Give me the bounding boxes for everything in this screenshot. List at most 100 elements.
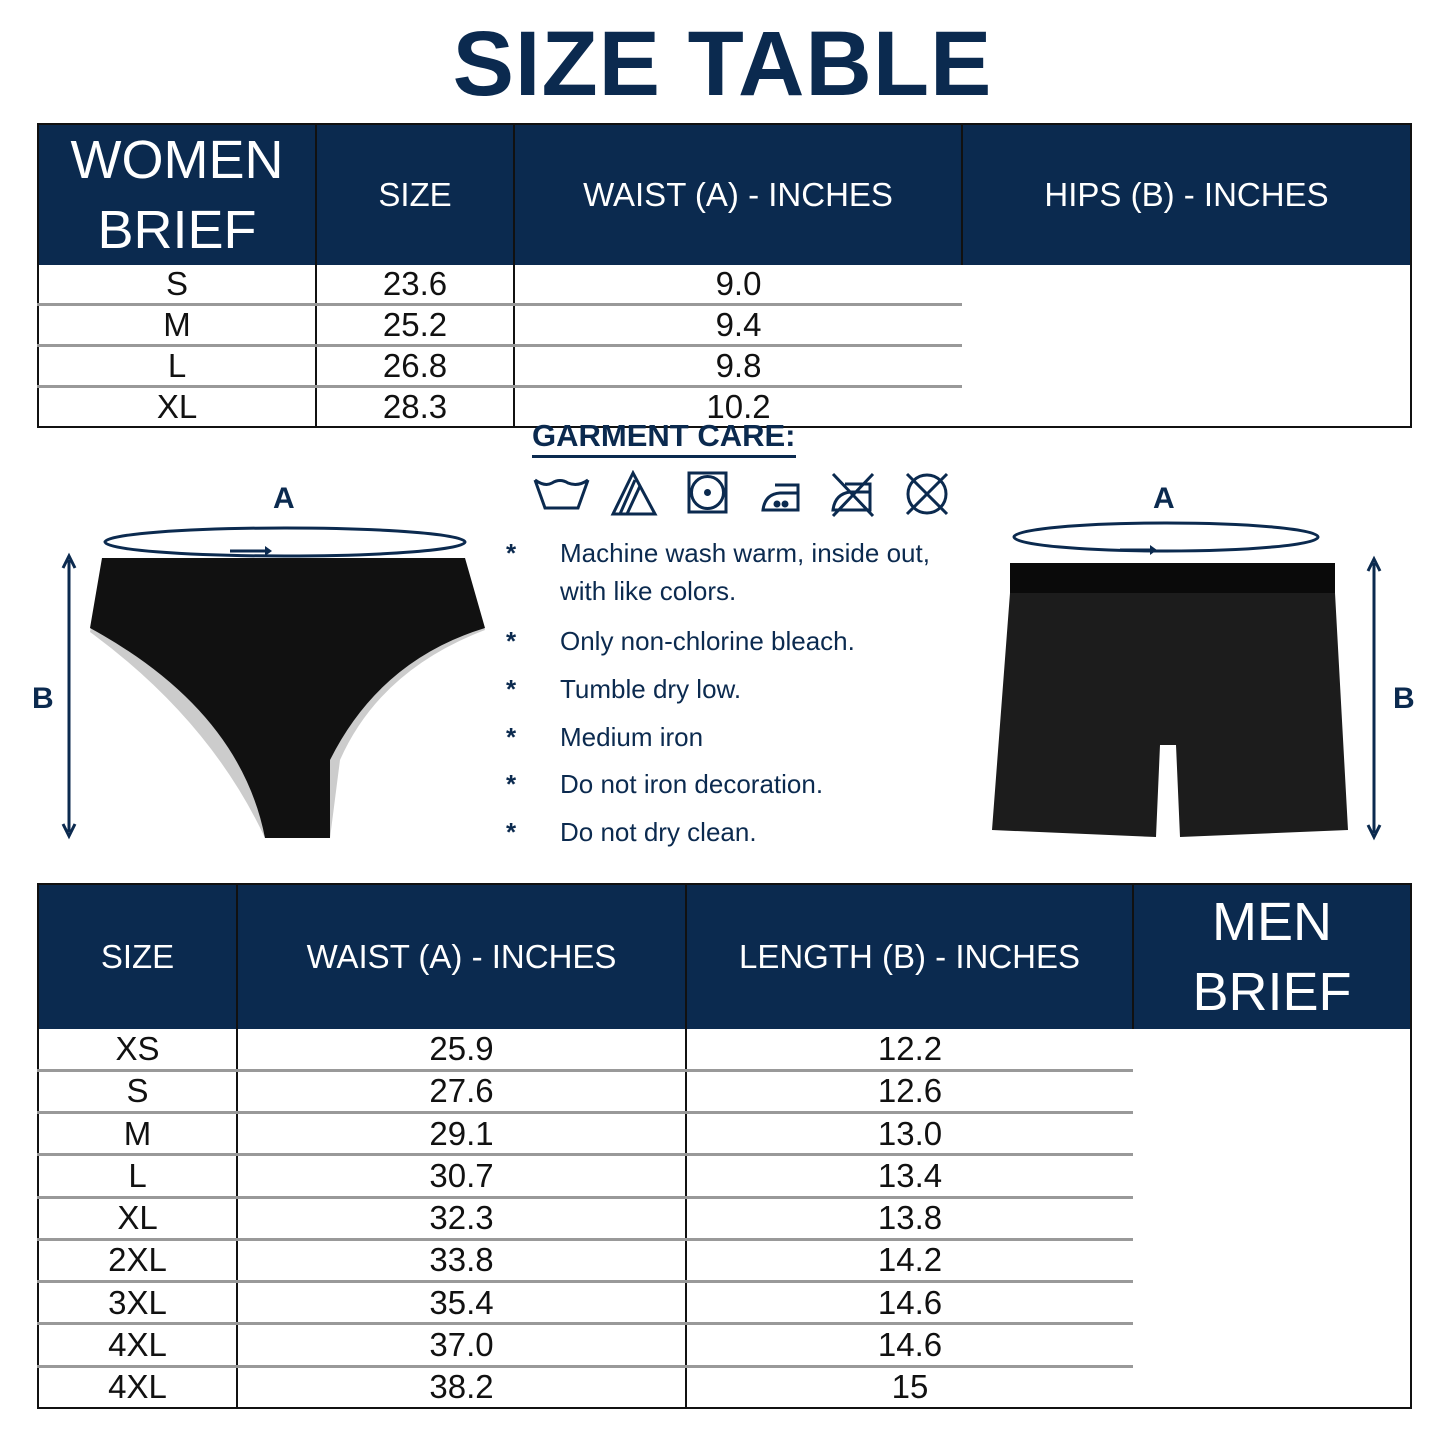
non-chlorine-bleach-icon xyxy=(610,470,658,516)
care-text: Tumble dry low. xyxy=(560,674,742,704)
third-cell: 15 xyxy=(685,1364,1133,1408)
medium-iron-icon xyxy=(761,483,800,512)
label-line: BRIEF xyxy=(97,200,257,260)
bullet-icon: * xyxy=(506,722,517,752)
women-size-table: WOMEN BRIEF SIZE WAIST (A) - INCHES HIPS … xyxy=(37,123,1412,428)
do-not-dry-clean-icon xyxy=(905,472,949,516)
wash-warm-icon xyxy=(533,478,590,510)
waist-cell: 28.3 xyxy=(315,385,514,427)
third-cell: 14.6 xyxy=(685,1322,1133,1367)
table-row: 3XL 35.4 14.6 xyxy=(38,1280,1411,1324)
care-instruction: * Tumble dry low. xyxy=(506,670,963,708)
third-cell: 9.4 xyxy=(513,303,962,346)
care-text: Machine wash warm, inside out, with like… xyxy=(560,538,930,606)
table-row: 4XL 38.2 15 xyxy=(38,1364,1411,1408)
care-instruction: * Medium iron xyxy=(506,718,963,756)
bullet-icon: * xyxy=(506,538,517,568)
third-cell: 13.0 xyxy=(685,1110,1133,1155)
third-cell: 14.2 xyxy=(685,1237,1133,1282)
third-cell: 12.2 xyxy=(685,1029,1133,1071)
waist-cell: 32.3 xyxy=(236,1195,686,1240)
bullet-icon: * xyxy=(506,817,517,847)
men-brief-label: MEN BRIEF xyxy=(1132,884,1411,1030)
do-not-iron-icon xyxy=(831,472,875,518)
men-brief-image xyxy=(992,593,1348,837)
table-row: XS 25.9 12.2 xyxy=(38,1029,1411,1071)
size-cell: L xyxy=(37,344,316,387)
waist-measure-ring xyxy=(103,526,467,558)
size-cell: 3XL xyxy=(38,1280,237,1324)
table-row: L 30.7 13.4 xyxy=(38,1153,1411,1198)
waist-cell: 38.2 xyxy=(236,1364,686,1408)
size-cell: XL xyxy=(37,385,316,427)
waist-cell: 37.0 xyxy=(236,1322,686,1367)
third-cell: 14.6 xyxy=(685,1280,1133,1324)
tumble-dry-low-icon xyxy=(687,471,728,514)
waist-cell: 25.9 xyxy=(236,1029,686,1071)
waist-cell: 26.8 xyxy=(315,344,514,387)
care-icons xyxy=(533,470,949,518)
care-instruction: * Machine wash warm, inside out, with lik… xyxy=(506,534,963,610)
care-instruction: * Only non-chlorine bleach. xyxy=(506,622,963,660)
care-text: Medium iron xyxy=(560,722,704,752)
waist-letter-men: A xyxy=(1153,482,1175,515)
table-row: S 23.6 9.0 xyxy=(37,265,1411,305)
care-instruction: * Do not dry clean. xyxy=(506,813,963,851)
size-cell: 4XL xyxy=(38,1364,237,1408)
waist-measure-ring xyxy=(1012,521,1320,553)
men-brief-waistband xyxy=(1010,563,1335,593)
size-cell: 2XL xyxy=(38,1237,237,1282)
bullet-icon: * xyxy=(506,626,517,656)
women-brief-diagram xyxy=(61,526,485,840)
size-cell: L xyxy=(38,1153,237,1198)
header-size: SIZE xyxy=(38,884,237,1030)
table-row: XL 32.3 13.8 xyxy=(38,1195,1411,1240)
length-letter-women: B xyxy=(32,682,54,715)
care-text: Do not iron decoration. xyxy=(560,769,824,799)
header-size: SIZE xyxy=(315,124,514,265)
garment-care-title: GARMENT CARE: xyxy=(532,418,796,458)
header-waist: WAIST (A) - INCHES xyxy=(236,884,686,1030)
header-hips: HIPS (B) - INCHES xyxy=(961,124,1411,265)
waist-letter-women: A xyxy=(273,482,295,515)
label-line: BRIEF xyxy=(1192,962,1352,1023)
waist-cell: 27.6 xyxy=(236,1068,686,1113)
table-row: S 27.6 12.6 xyxy=(38,1068,1411,1113)
care-text: Do not dry clean. xyxy=(560,817,757,847)
header-length: LENGTH (B) - INCHES xyxy=(685,884,1133,1030)
size-cell: S xyxy=(38,1068,237,1113)
size-cell: XS xyxy=(115,1030,160,1068)
size-cell: M xyxy=(37,303,316,346)
length-letter-men: B xyxy=(1393,682,1415,715)
waist-cell: 25.2 xyxy=(315,303,514,346)
table-row: M 25.2 9.4 xyxy=(37,303,1411,346)
table-row: L 26.8 9.8 xyxy=(37,344,1411,387)
care-text: Only non-chlorine bleach. xyxy=(560,626,855,656)
care-instruction: * Do not iron decoration. xyxy=(506,765,963,803)
length-arrow-icon xyxy=(61,552,77,840)
page-title: SIZE TABLE xyxy=(452,13,993,115)
women-brief-image xyxy=(90,558,485,838)
men-brief-diagram xyxy=(992,521,1382,841)
third-cell: 9.8 xyxy=(513,344,962,387)
waist-cell: 35.4 xyxy=(236,1280,686,1324)
size-cell: 4XL xyxy=(38,1322,237,1367)
label-line: MEN xyxy=(1212,892,1332,953)
table-row: XL 28.3 10.2 xyxy=(37,385,1411,427)
waist-cell: 29.1 xyxy=(236,1110,686,1155)
men-size-table: SIZE WAIST (A) - INCHES LENGTH (B) - INC… xyxy=(37,883,1412,1409)
table-row: M 29.1 13.0 xyxy=(38,1110,1411,1155)
size-cell: S xyxy=(37,265,316,305)
table-row: 2XL 33.8 14.2 xyxy=(38,1237,1411,1282)
women-brief-label: WOMEN BRIEF xyxy=(38,124,316,265)
header-waist: WAIST (A) - INCHES xyxy=(513,124,962,265)
third-cell: 9.0 xyxy=(513,265,962,305)
waist-cell: 33.8 xyxy=(236,1237,686,1282)
size-cell: M xyxy=(38,1110,237,1155)
bullet-icon: * xyxy=(506,769,517,799)
waist-cell: 23.6 xyxy=(315,265,514,305)
third-cell: 13.4 xyxy=(685,1153,1133,1198)
waist-arrow-icon xyxy=(1150,545,1157,555)
third-cell: 10.2 xyxy=(513,385,962,427)
third-cell: 12.6 xyxy=(685,1068,1133,1113)
